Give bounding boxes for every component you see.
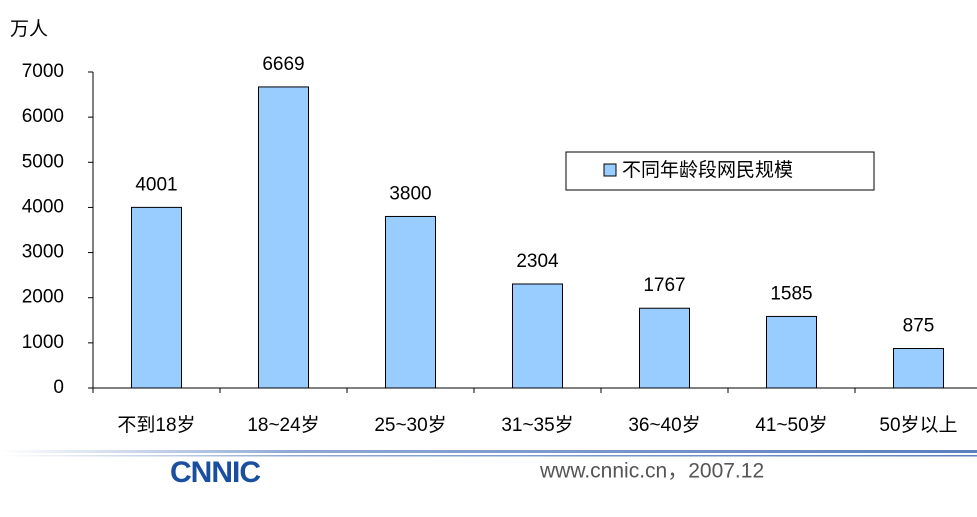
bar (258, 86, 309, 389)
y-tick-label: 0 (53, 377, 64, 398)
bar (893, 348, 944, 389)
y-tick-label: 4000 (22, 196, 64, 217)
x-tick-label: 41~50岁 (755, 414, 827, 436)
data-label: 6669 (262, 54, 304, 75)
bar (512, 283, 563, 389)
x-tick-label: 25~30岁 (374, 414, 446, 436)
data-label: 3800 (389, 183, 431, 204)
x-tick-label: 36~40岁 (628, 414, 700, 436)
x-tick-label: 50岁以上 (879, 414, 957, 436)
footer-source: www.cnnic.cn，2007.12 (539, 460, 764, 483)
legend-box (565, 151, 875, 191)
data-label: 1585 (770, 283, 812, 304)
y-tick-label: 1000 (22, 332, 64, 353)
y-tick-label: 5000 (22, 151, 64, 172)
x-tick-label: 31~35岁 (501, 414, 573, 436)
data-label: 4001 (135, 174, 177, 195)
y-tick-label: 3000 (22, 242, 64, 263)
data-label: 875 (903, 316, 935, 337)
footer-rule (0, 455, 977, 457)
legend-swatch (603, 163, 617, 177)
bar (639, 307, 690, 389)
data-label: 2304 (516, 251, 559, 272)
y-tick-label: 7000 (22, 61, 64, 82)
data-label: 1767 (643, 275, 685, 296)
y-axis-label: 万人 (10, 18, 48, 40)
x-tick-label: 18~24岁 (247, 414, 319, 436)
x-tick-label: 不到18岁 (117, 414, 195, 436)
footer-logo: CNNIC (170, 456, 260, 489)
bar (766, 315, 817, 389)
y-tick-label: 2000 (22, 287, 64, 308)
bar (385, 215, 436, 389)
footer-rule (0, 450, 977, 453)
bar (131, 206, 182, 389)
legend-label: 不同年龄段网民规模 (622, 159, 793, 181)
y-tick-label: 6000 (22, 106, 64, 127)
